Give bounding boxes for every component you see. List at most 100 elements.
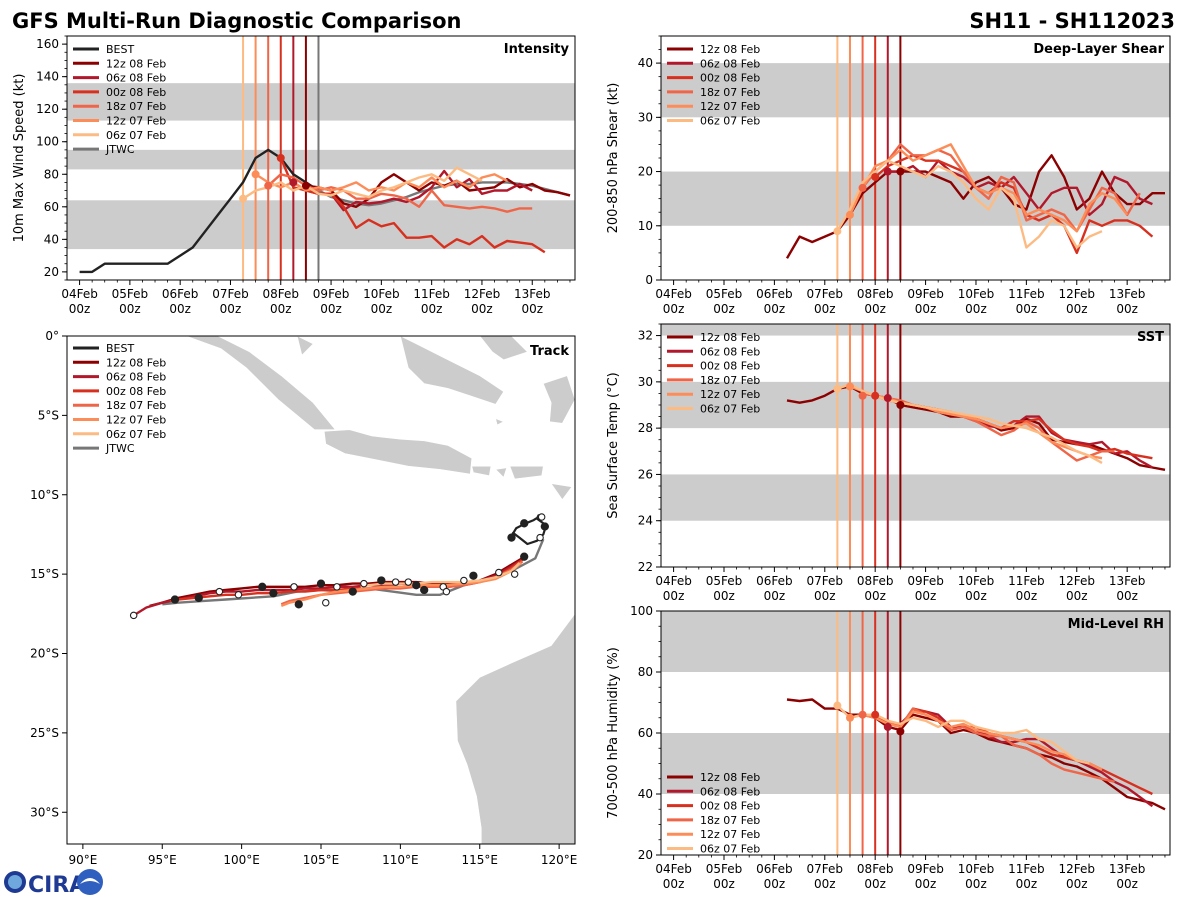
- track-point: [520, 552, 529, 561]
- logo-text: CIRA: [28, 873, 86, 898]
- rh-legend-label: 12z 08 Feb: [700, 771, 760, 784]
- intensity-shade-band: [67, 83, 575, 121]
- track-land: [550, 483, 573, 501]
- track-point: [269, 589, 278, 598]
- sst-xtick-label: 05Feb: [706, 574, 743, 588]
- track-point: [170, 595, 180, 604]
- rh-series-12z-07-feb: [849, 710, 1103, 771]
- shear-legend-label: 12z 08 Feb: [700, 43, 760, 56]
- rh-xtick-sublabel: 00z: [864, 877, 886, 891]
- shear-xtick-sublabel: 00z: [764, 302, 786, 316]
- shear-series-12z-07-feb: [848, 143, 1129, 233]
- track-map-group: [129, 336, 575, 844]
- track-xtick-label: 115°E: [462, 853, 499, 867]
- sst-xtick-sublabel: 00z: [713, 589, 735, 603]
- shear-xtick-label: 06Feb: [756, 287, 793, 301]
- sst-legend-label: 06z 07 Feb: [700, 403, 760, 416]
- intensity-ytick-label: 80: [44, 167, 59, 181]
- track-point: [194, 593, 203, 603]
- shear-shade-band: [661, 63, 1170, 118]
- shear-ytick-label: 40: [638, 56, 653, 70]
- sst-xtick-label: 12Feb: [1059, 574, 1096, 588]
- shear-xtick-label: 05Feb: [706, 287, 743, 301]
- rh-xtick-sublabel: 00z: [713, 877, 735, 891]
- track-land: [479, 336, 528, 361]
- rh-ytick-label: 80: [638, 665, 653, 679]
- intensity-legend-label: JTWC: [105, 143, 135, 156]
- shear-xtick-sublabel: 00z: [1116, 302, 1138, 316]
- rh-init-marker: [833, 701, 842, 710]
- track-point: [348, 587, 357, 596]
- track-title: Track: [530, 344, 569, 359]
- intensity-xtick-label: 08Feb: [263, 287, 300, 301]
- track-point: [377, 576, 386, 585]
- shear-shade-band: [661, 171, 1170, 226]
- intensity-series-12z-07-feb: [254, 173, 508, 192]
- rh-legend-label: 06z 07 Feb: [700, 843, 760, 856]
- track-point: [215, 587, 224, 596]
- sst-init-marker: [896, 401, 905, 409]
- rh-shade-band: [661, 611, 1170, 672]
- shear-init-marker: [833, 227, 842, 236]
- shear-ytick-label: 10: [638, 219, 653, 233]
- sst-init-marker: [845, 382, 854, 391]
- track-point: [540, 522, 549, 531]
- rh-xtick-label: 13Feb: [1109, 862, 1146, 876]
- track-xtick-label: 95°E: [148, 853, 177, 867]
- rh-xtick-sublabel: 00z: [1116, 877, 1138, 891]
- sst-xtick-label: 08Feb: [857, 574, 894, 588]
- intensity-xtick-sublabel: 00z: [69, 302, 91, 316]
- intensity-ytick-label: 100: [36, 135, 59, 149]
- shear-xtick-sublabel: 00z: [915, 302, 937, 316]
- rh-init-marker: [845, 713, 854, 722]
- sst-init-marker: [858, 391, 867, 400]
- rh-init-marker: [896, 727, 905, 736]
- intensity-init-marker: [276, 154, 285, 162]
- track-point: [391, 578, 400, 586]
- track-ytick-label: 5°S: [38, 408, 59, 422]
- intensity-xtick-sublabel: 00z: [220, 302, 242, 316]
- shear-xtick-label: 09Feb: [907, 287, 944, 301]
- storm-id-title: SH11 - SH112023: [969, 9, 1175, 33]
- shear-ytick-label: 30: [638, 110, 653, 124]
- shear-xtick-sublabel: 00z: [864, 302, 886, 316]
- shear-title: Deep-Layer Shear: [1033, 42, 1164, 57]
- rh-xtick-sublabel: 00z: [663, 877, 685, 891]
- sst-panel: 22242628303204Feb00z05Feb00z06Feb00z07Fe…: [606, 323, 1171, 603]
- sst-ytick-label: 32: [638, 329, 653, 343]
- track-land: [494, 467, 508, 478]
- track-point: [333, 583, 341, 591]
- shear-xtick-sublabel: 00z: [1016, 302, 1038, 316]
- shear-series-00z-08-feb: [874, 154, 1154, 255]
- rh-xtick-label: 08Feb: [857, 862, 894, 876]
- sst-series-group: [786, 382, 1166, 471]
- intensity-legend-label: 18z 07 Feb: [106, 100, 166, 113]
- rh-ytick-label: 100: [630, 604, 653, 618]
- rh-legend-label: 06z 08 Feb: [700, 785, 760, 798]
- shear-legend-label: 12z 07 Feb: [700, 100, 760, 113]
- sst-xtick-sublabel: 00z: [663, 589, 685, 603]
- intensity-xtick-label: 07Feb: [212, 287, 249, 301]
- rh-ytick-label: 20: [638, 848, 653, 862]
- track-point: [420, 585, 429, 595]
- intensity-init-marker: [251, 170, 260, 179]
- rh-xtick-sublabel: 00z: [1016, 877, 1038, 891]
- track-legend-label: 12z 08 Feb: [106, 356, 166, 369]
- track-land: [323, 429, 473, 475]
- shear-init-marker: [883, 167, 892, 176]
- intensity-legend-label: 06z 08 Feb: [106, 72, 166, 85]
- track-point: [507, 533, 516, 542]
- track-point: [129, 611, 138, 620]
- track-land: [296, 336, 314, 356]
- shear-xtick-label: 13Feb: [1109, 287, 1146, 301]
- sst-title: SST: [1137, 330, 1164, 345]
- track-land: [509, 465, 544, 480]
- intensity-legend-label: 12z 07 Feb: [106, 115, 166, 128]
- shear-xtick-label: 10Feb: [958, 287, 995, 301]
- track-point: [290, 583, 298, 591]
- intensity-ytick-label: 160: [36, 37, 59, 51]
- track-land: [400, 336, 505, 405]
- intensity-panel: 2040608010012014016004Feb00z05Feb00z06Fe…: [12, 35, 576, 316]
